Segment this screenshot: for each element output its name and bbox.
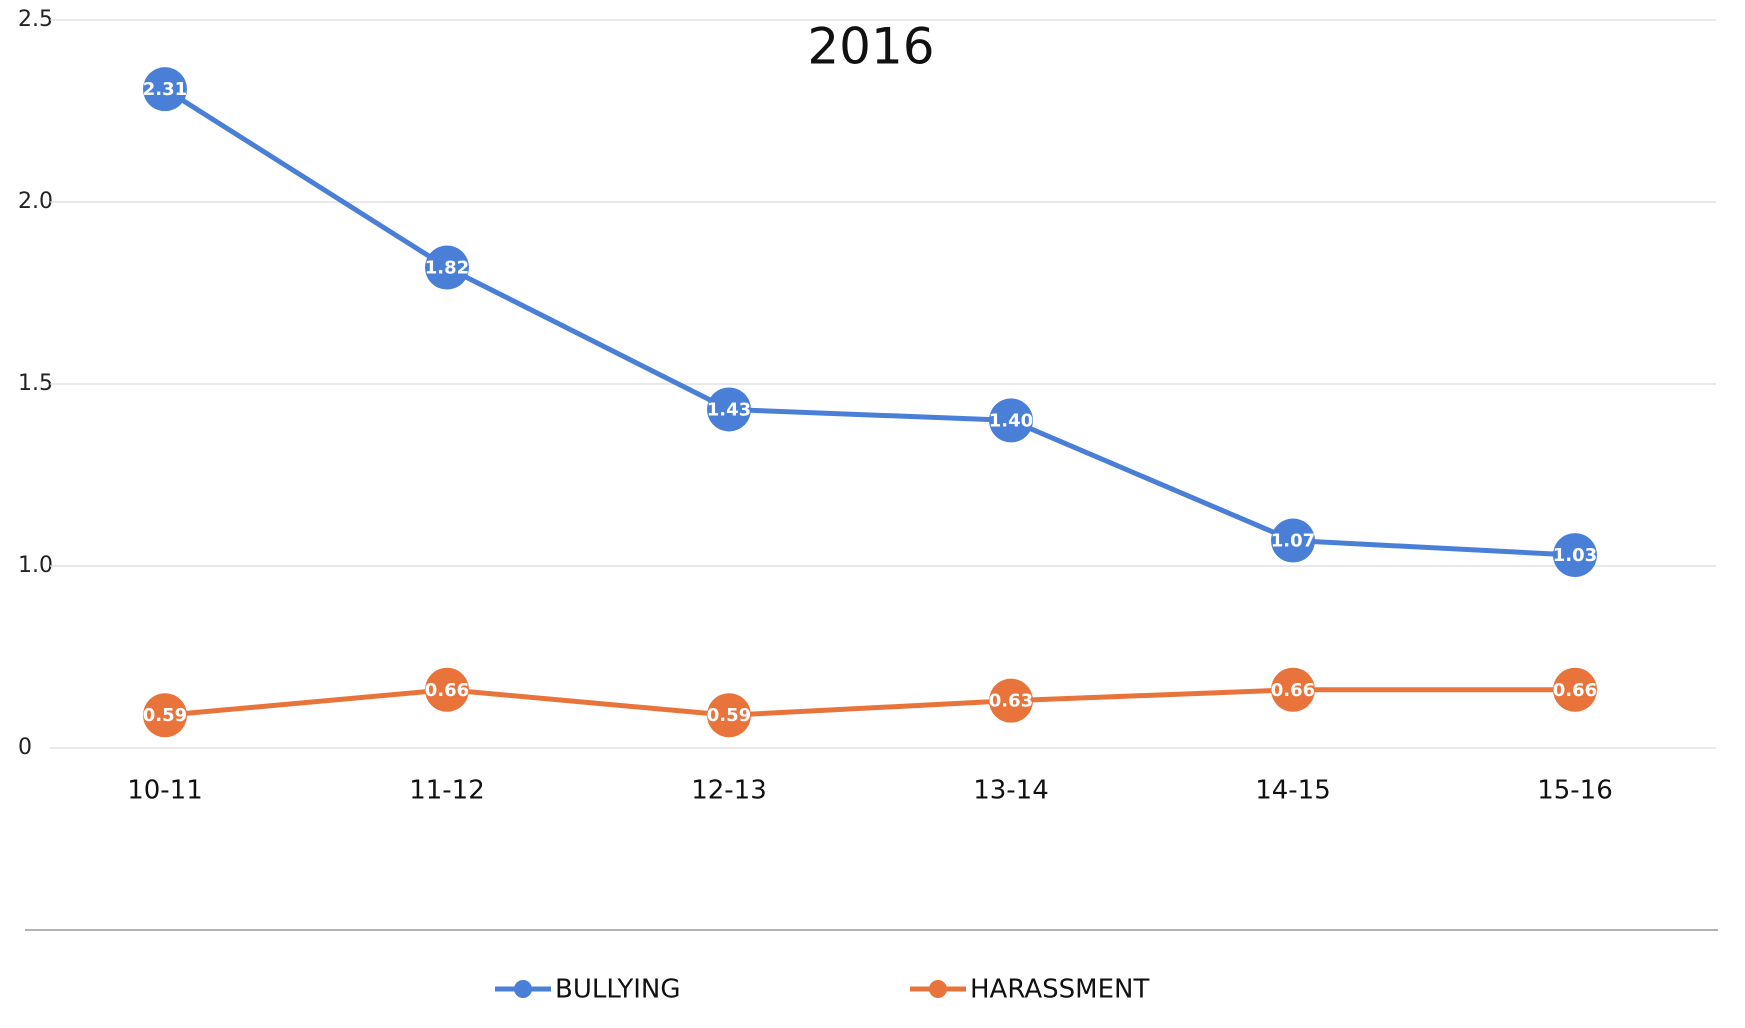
data-point [143,67,187,112]
series-line [163,87,1576,558]
y-tick-label: 1.0 [18,553,53,578]
data-label: 0.59 [143,705,187,726]
data-label: 0.63 [989,691,1033,712]
data-point [989,678,1033,723]
data-label: 1.07 [1271,531,1315,552]
x-tick-label: 15-16 [1537,776,1613,806]
y-tick-label: 1.5 [18,371,53,396]
data-point [1553,667,1597,712]
x-tick-label: 12-13 [691,776,767,806]
data-label: 0.66 [425,680,469,701]
x-tick-label: 14-15 [1255,776,1331,806]
data-point [425,245,469,290]
data-point [707,693,751,738]
data-point [1271,667,1315,712]
x-tick-label: 11-12 [409,776,485,806]
data-label: 2.31 [143,79,187,100]
data-label: 1.43 [707,399,751,420]
data-label: 1.40 [989,410,1033,431]
data-point [707,387,751,432]
data-label: 0.66 [1553,680,1597,701]
data-point [143,693,187,738]
data-point [1271,518,1315,563]
data-label: 1.03 [1553,545,1597,566]
legend-label: HARASSMENT [970,975,1149,1005]
y-tick-label: 0 [18,735,32,760]
x-tick-label: 10-11 [127,776,203,806]
data-point [1553,533,1597,578]
data-point [989,398,1033,443]
data-label: 1.82 [425,258,469,279]
data-label: 0.59 [707,705,751,726]
data-label: 0.66 [1271,680,1315,701]
series-line [164,687,1575,718]
y-tick-label: 2.5 [18,7,53,32]
y-tick-label: 2.0 [18,189,53,214]
data-point [425,667,469,712]
legend-label: BULLYING [555,975,681,1005]
x-tick-label: 13-14 [973,776,1049,806]
chart-title: 2016 [807,18,934,76]
legend-marker [514,980,532,998]
legend-marker [929,980,947,998]
